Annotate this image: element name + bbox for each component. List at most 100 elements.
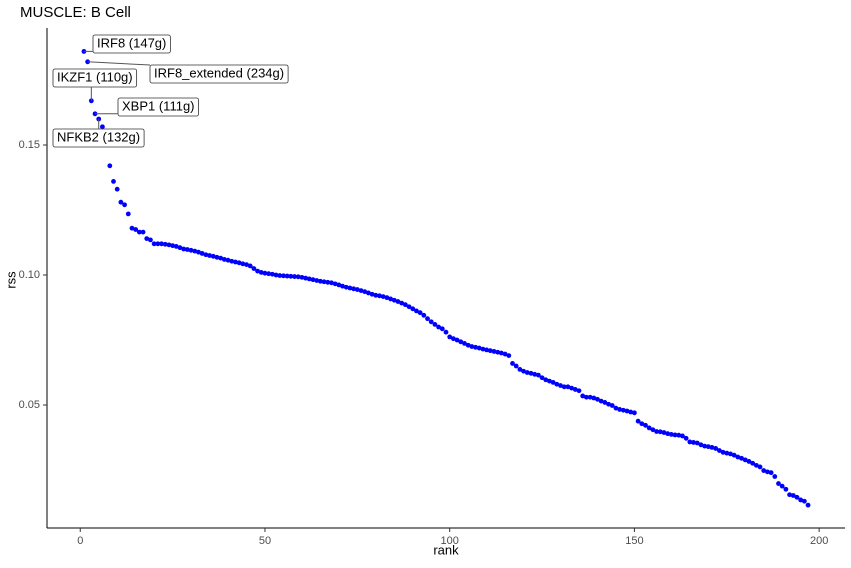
point bbox=[753, 462, 759, 468]
point bbox=[776, 481, 781, 486]
point bbox=[705, 444, 711, 450]
point bbox=[343, 284, 349, 290]
point bbox=[650, 427, 656, 433]
point bbox=[554, 381, 560, 387]
point bbox=[358, 288, 364, 294]
point bbox=[750, 460, 756, 466]
point bbox=[214, 254, 220, 260]
point bbox=[510, 361, 515, 366]
point bbox=[683, 435, 689, 441]
point bbox=[746, 459, 752, 464]
annotation-label: NFKB2 (132g) bbox=[57, 129, 140, 144]
point bbox=[144, 236, 150, 242]
point bbox=[779, 483, 785, 489]
point bbox=[414, 308, 419, 314]
point bbox=[731, 452, 737, 458]
point bbox=[199, 251, 205, 256]
point bbox=[528, 370, 534, 376]
point bbox=[332, 281, 338, 287]
point bbox=[687, 439, 693, 445]
point bbox=[377, 293, 382, 299]
annotation-box bbox=[117, 97, 199, 117]
annotation-label: XBP1 (111g) bbox=[122, 98, 195, 113]
point bbox=[166, 242, 172, 248]
point bbox=[366, 290, 371, 296]
point bbox=[646, 425, 652, 431]
point bbox=[380, 294, 386, 299]
point bbox=[761, 468, 767, 473]
point bbox=[136, 229, 142, 235]
point bbox=[340, 283, 345, 289]
point bbox=[735, 454, 741, 460]
y-axis-title: rss bbox=[3, 271, 18, 289]
point bbox=[639, 421, 645, 427]
point bbox=[613, 405, 619, 411]
point bbox=[303, 275, 309, 281]
point bbox=[133, 227, 139, 232]
point bbox=[606, 401, 611, 407]
point bbox=[513, 363, 519, 369]
point bbox=[225, 257, 231, 263]
point bbox=[598, 398, 604, 404]
point bbox=[783, 486, 789, 492]
point bbox=[188, 247, 194, 253]
x-tick-label: 150 bbox=[625, 535, 643, 547]
point bbox=[114, 186, 120, 192]
point bbox=[177, 245, 183, 251]
point bbox=[295, 274, 301, 280]
point bbox=[373, 292, 379, 298]
annotation-label: IRF8 (147g) bbox=[97, 35, 166, 50]
point bbox=[473, 344, 478, 350]
point bbox=[532, 371, 538, 377]
point bbox=[255, 268, 260, 274]
point bbox=[583, 394, 589, 400]
point bbox=[698, 442, 704, 448]
point bbox=[384, 295, 390, 301]
point bbox=[336, 282, 342, 288]
point bbox=[591, 395, 597, 401]
point bbox=[310, 277, 316, 283]
point bbox=[159, 241, 164, 247]
point bbox=[668, 431, 674, 437]
point bbox=[768, 470, 774, 476]
annotation-box bbox=[52, 68, 138, 88]
point bbox=[306, 276, 312, 282]
point bbox=[624, 408, 630, 414]
point bbox=[635, 418, 641, 424]
point bbox=[572, 387, 578, 392]
point bbox=[436, 324, 442, 330]
point bbox=[236, 260, 242, 266]
point bbox=[713, 446, 719, 451]
point bbox=[462, 340, 467, 346]
point bbox=[369, 291, 375, 297]
point bbox=[720, 449, 726, 455]
point bbox=[517, 366, 523, 372]
point bbox=[354, 287, 360, 292]
point bbox=[535, 372, 541, 378]
point bbox=[402, 302, 408, 308]
annotation-box bbox=[92, 34, 171, 54]
point bbox=[724, 450, 730, 456]
point bbox=[798, 497, 804, 503]
point bbox=[805, 502, 811, 508]
point bbox=[262, 270, 268, 276]
point bbox=[506, 353, 512, 359]
point bbox=[476, 345, 482, 351]
point bbox=[421, 312, 427, 318]
point bbox=[391, 297, 397, 303]
point bbox=[247, 263, 253, 269]
point bbox=[547, 378, 552, 384]
point bbox=[450, 336, 456, 342]
point bbox=[587, 394, 593, 400]
point bbox=[122, 202, 127, 208]
point bbox=[499, 350, 504, 356]
point bbox=[565, 384, 571, 390]
point bbox=[801, 498, 807, 504]
point bbox=[399, 300, 405, 306]
point bbox=[288, 273, 294, 279]
point bbox=[192, 248, 198, 254]
point bbox=[151, 241, 157, 247]
point bbox=[620, 407, 626, 413]
point bbox=[203, 252, 209, 258]
